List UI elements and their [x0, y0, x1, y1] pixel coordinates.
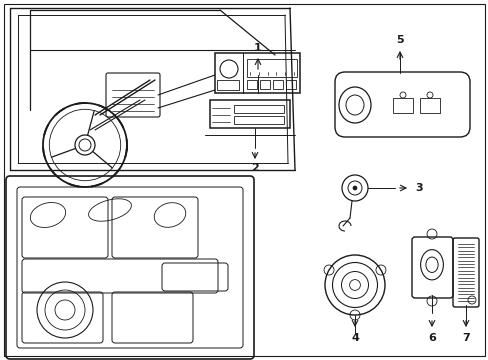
Bar	[272, 80, 283, 89]
Bar	[217, 80, 239, 90]
Bar	[246, 59, 296, 77]
Text: 4: 4	[350, 333, 358, 343]
Bar	[209, 100, 289, 128]
Text: 1: 1	[254, 43, 262, 53]
Text: 2: 2	[251, 163, 258, 173]
Bar	[285, 80, 295, 89]
Text: 6: 6	[427, 333, 435, 343]
Text: 3: 3	[414, 183, 422, 193]
Text: 5: 5	[395, 35, 403, 45]
Text: 7: 7	[461, 333, 469, 343]
Circle shape	[352, 186, 356, 190]
Bar	[246, 80, 257, 89]
Bar	[215, 53, 299, 93]
Bar	[392, 98, 412, 113]
Bar	[419, 98, 439, 113]
Bar	[260, 80, 269, 89]
Bar	[234, 116, 284, 124]
Bar	[234, 105, 284, 113]
